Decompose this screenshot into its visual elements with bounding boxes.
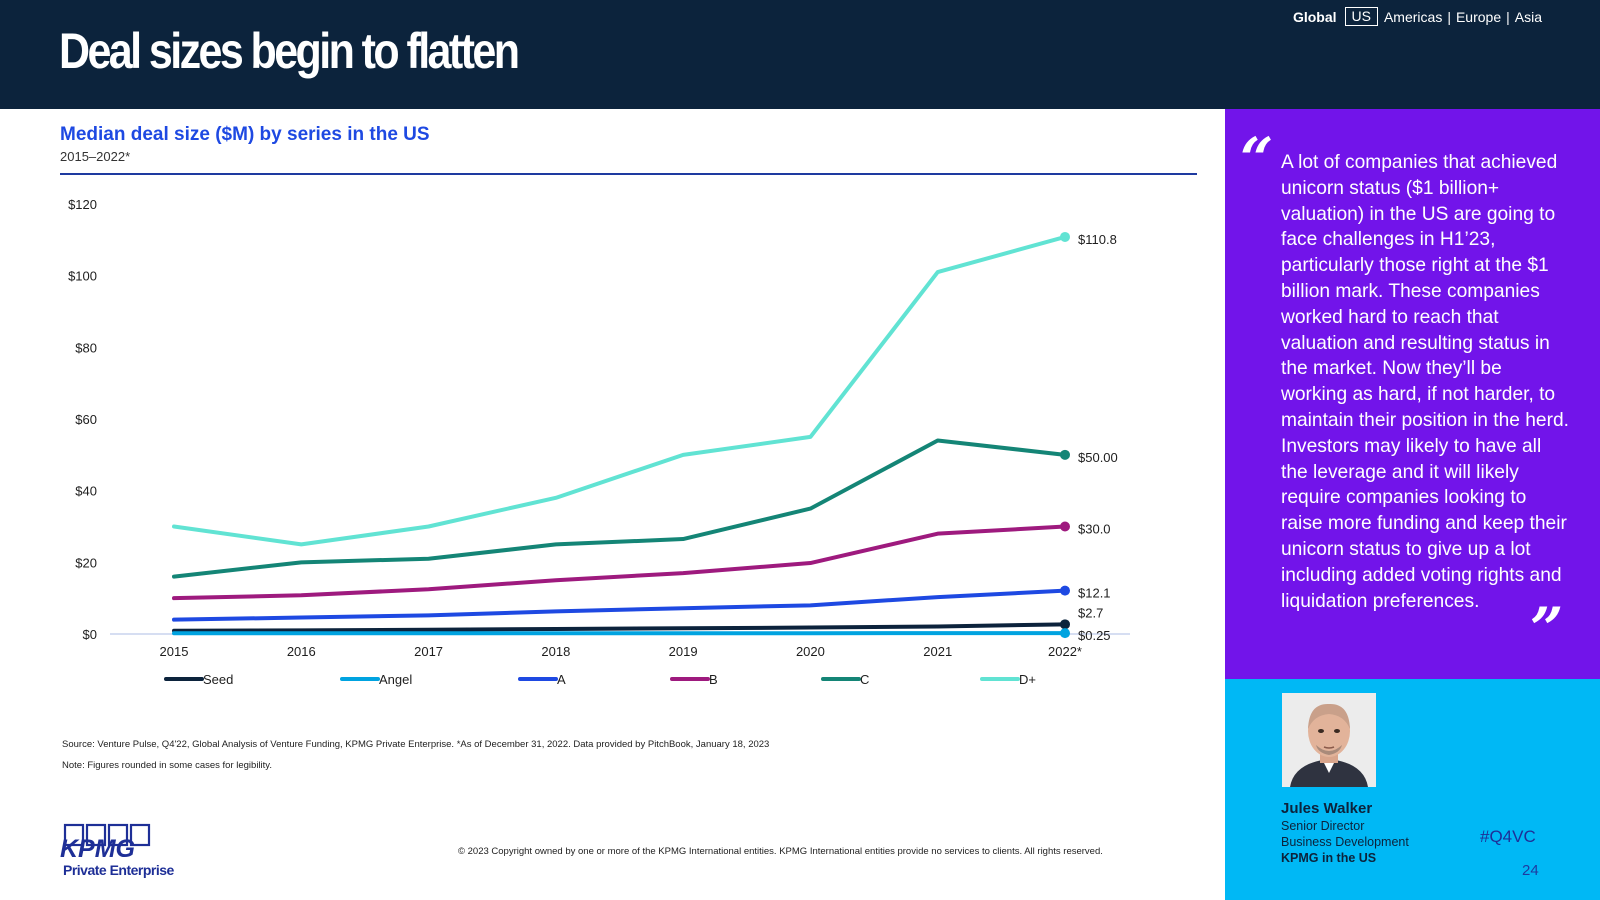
data-label: $0.25	[1078, 628, 1111, 643]
end-point-marker	[1060, 628, 1070, 639]
legend-label: A	[557, 672, 566, 687]
region-nav: Global US Americas | Europe | Asia	[1293, 7, 1542, 26]
person-organization: KPMG in the US	[1281, 851, 1377, 865]
x-tick-label: 2020	[796, 644, 825, 659]
series-line-seed	[172, 622, 1067, 633]
y-tick-label: $100	[68, 269, 97, 284]
person-role: Senior Director	[1281, 819, 1365, 833]
end-point-marker	[1060, 619, 1070, 630]
legend-label: Angel	[379, 672, 412, 687]
data-label: $50.00	[1078, 450, 1118, 465]
quote-panel	[1225, 109, 1600, 679]
legend-label: B	[709, 672, 718, 687]
series-line-a	[172, 588, 1067, 622]
x-tick-label: 2022*	[1048, 644, 1082, 659]
y-tick-label: $120	[68, 197, 97, 212]
x-tick-label: 2016	[287, 644, 316, 659]
x-tick-label: 2017	[414, 644, 443, 659]
x-tick-label: 2018	[541, 644, 570, 659]
nav-asia-link[interactable]: Asia	[1514, 8, 1542, 25]
rounding-note: Note: Figures rounded in some cases for …	[62, 760, 272, 771]
x-tick-label: 2015	[160, 644, 189, 659]
legend-label: D+	[1019, 672, 1036, 687]
chart-title: Median deal size ($M) by series in the U…	[60, 124, 430, 145]
y-tick-label: $80	[75, 340, 97, 355]
header-bar	[0, 0, 1600, 109]
open-quote-icon: “	[1240, 125, 1274, 193]
data-label: $30.0	[1078, 522, 1111, 537]
end-point-marker	[1060, 585, 1070, 596]
quote-text: A lot of companies that achieved unicorn…	[1281, 152, 1569, 612]
y-tick-label: $40	[75, 484, 97, 499]
avatar	[1282, 693, 1376, 787]
nav-americas-link[interactable]: Americas	[1383, 8, 1443, 25]
series-line-c	[172, 438, 1067, 579]
nav-europe-link[interactable]: Europe	[1455, 8, 1502, 25]
y-tick-label: $20	[75, 555, 97, 570]
end-point-marker	[1060, 231, 1070, 242]
source-note: Source: Venture Pulse, Q4'22, Global Ana…	[62, 739, 770, 750]
y-tick-label: $60	[75, 412, 97, 427]
y-tick-label: $0	[83, 627, 97, 642]
line-chart: $0 $20 $40 $60 $80 $100 $120 2015 2016 2017 2018 20…	[68, 197, 1130, 687]
title-divider	[60, 173, 1197, 175]
data-label: $12.1	[1078, 586, 1111, 601]
kpmg-logo: KPMG	[60, 823, 151, 863]
end-point-marker	[1060, 521, 1070, 532]
close-quote-icon: ”	[1530, 595, 1564, 663]
legend-label: C	[860, 672, 869, 687]
logo-subtitle: Private Enterprise	[63, 862, 174, 878]
nav-separator: |	[1506, 8, 1510, 25]
series-line-b	[172, 524, 1067, 601]
data-label: $110.8	[1078, 232, 1117, 247]
person-department: Business Development	[1281, 835, 1409, 849]
page-title: Deal sizes begin to flatten	[59, 23, 520, 79]
x-tick-label: 2021	[923, 644, 952, 659]
page-number: 24	[1522, 862, 1539, 879]
nav-separator: |	[1447, 8, 1451, 25]
data-label: $2.7	[1078, 605, 1103, 620]
nav-global-link[interactable]: Global	[1292, 8, 1337, 25]
legend-label: Seed	[203, 672, 233, 687]
hashtag[interactable]: #Q4VC	[1480, 827, 1536, 846]
x-tick-label: 2019	[669, 644, 698, 659]
chart-subtitle: 2015–2022*	[60, 149, 131, 164]
person-name: Jules Walker	[1281, 800, 1373, 817]
series-line-d-	[172, 234, 1067, 547]
end-point-marker	[1060, 449, 1070, 460]
copyright-text: © 2023 Copyright owned by one or more of…	[458, 846, 1103, 857]
nav-us-link[interactable]: US	[1344, 7, 1378, 26]
logo-wordmark: KPMG	[60, 835, 135, 863]
